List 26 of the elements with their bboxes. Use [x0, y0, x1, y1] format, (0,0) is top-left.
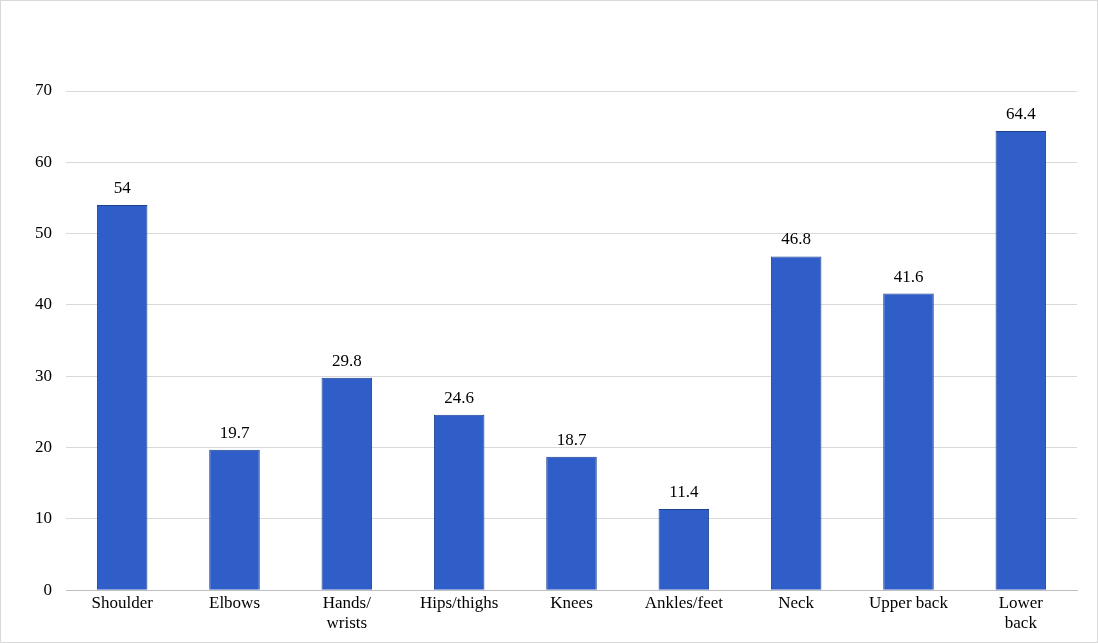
y-tick-label: 20 — [35, 437, 52, 457]
y-tick-label: 30 — [35, 365, 52, 385]
data-label: 24.6 — [444, 387, 475, 407]
y-tick-label: 10 — [35, 508, 52, 528]
data-label: 46.8 — [781, 229, 812, 249]
data-label: 54 — [113, 178, 132, 198]
y-tick-label: 0 — [43, 579, 52, 599]
x-tick-label: Upper back — [869, 592, 949, 612]
x-tick-label: Elbows — [209, 592, 260, 612]
x-tick-label: Neck — [778, 592, 815, 612]
y-tick-label: 50 — [35, 223, 52, 243]
data-label: 41.6 — [893, 266, 924, 286]
data-label: 64.4 — [1005, 103, 1037, 123]
data-label: 29.8 — [331, 350, 362, 370]
data-label: 19.7 — [219, 422, 250, 442]
y-tick-label: 60 — [35, 151, 52, 171]
y-tick-label: 40 — [35, 294, 52, 314]
x-tick-label: Shoulder — [91, 592, 154, 612]
x-tick-label: Ankles/feet — [644, 592, 724, 612]
x-tick-label: Lower back — [998, 592, 1044, 633]
x-tick-label: Hands/ wrists — [322, 592, 372, 633]
data-label: 11.4 — [669, 481, 699, 501]
data-label: 18.7 — [556, 429, 587, 449]
x-tick-label: Hips/thighs — [419, 592, 499, 612]
y-tick-label: 70 — [35, 80, 52, 100]
x-tick-label: Knees — [550, 592, 593, 612]
